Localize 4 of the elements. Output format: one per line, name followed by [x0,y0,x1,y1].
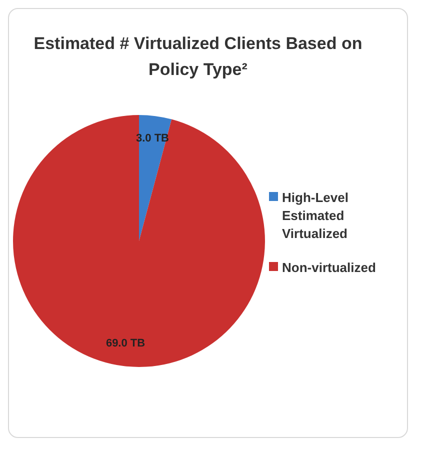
legend-label: High-Level Estimated Virtualized [282,189,350,243]
chart-title: Estimated # Virtualized Clients Based on Policy Type² [32,33,364,81]
legend-label: Non-virtualized [282,259,376,277]
data-label: 69.0 TB [106,337,146,350]
